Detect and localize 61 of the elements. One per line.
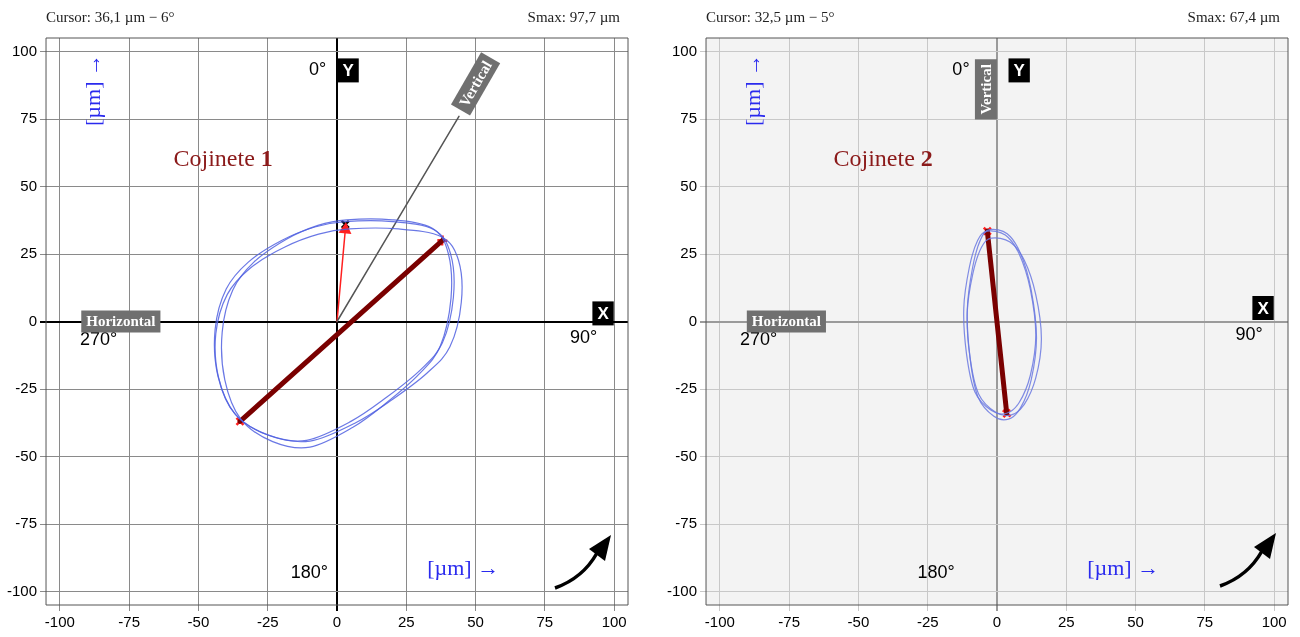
annotation: 0° (952, 59, 970, 80)
annotation: Vertical (977, 64, 994, 115)
annotation: 270° (740, 329, 778, 350)
x-tick-label: -75 (778, 613, 801, 631)
y-tick-label: -50 (15, 446, 38, 464)
x-tick-label: -50 (847, 613, 870, 631)
annotation: 90° (1235, 323, 1263, 344)
x-tick-label: -50 (187, 613, 210, 631)
annotation: 90° (570, 326, 598, 347)
y-tick-label: 100 (11, 41, 38, 59)
annotation: X (1257, 298, 1270, 318)
y-tick-label: 75 (680, 109, 698, 127)
y-tick-label: 25 (20, 244, 38, 262)
x-tick-label: -100 (44, 613, 75, 631)
y-tick-label: -75 (675, 514, 698, 532)
y-tick-label: -100 (6, 581, 38, 599)
x-tick-label: -25 (916, 613, 939, 631)
y-axis-title: [µm] → (79, 54, 105, 126)
y-tick-label: 50 (680, 176, 698, 194)
y-tick-label: -100 (666, 581, 698, 599)
x-tick-label: 75 (1196, 613, 1214, 631)
annotation: X (597, 304, 610, 324)
y-tick-label: -50 (675, 446, 698, 464)
y-tick-label: 50 (20, 176, 38, 194)
x-tick-label: 25 (397, 613, 415, 631)
x-tick-label: -75 (118, 613, 141, 631)
text: Smax: 97,7 µm (527, 8, 621, 25)
annotation: Y (1013, 61, 1026, 81)
x-tick-label: 0 (992, 613, 1002, 631)
y-tick-label: 100 (671, 41, 698, 59)
x-tick-label: 50 (1127, 613, 1144, 631)
text: Cojinete 1 (173, 144, 273, 171)
x-tick-label: -100 (704, 613, 735, 631)
x-axis-title: [µm] → (427, 554, 500, 580)
x-tick-label: 25 (1057, 613, 1075, 631)
annotation: 0° (309, 59, 327, 80)
y-tick-label: 75 (20, 109, 38, 127)
text: Cursor: 32,5 µm − 5° (706, 8, 835, 25)
y-tick-label: 25 (680, 244, 698, 262)
x-tick-label: 100 (601, 613, 627, 631)
y-tick-label: 0 (688, 311, 698, 329)
x-tick-label: 100 (1261, 613, 1287, 631)
x-tick-label: 75 (536, 613, 554, 631)
annotation: 180° (290, 561, 328, 582)
text: Cojinete 2 (833, 144, 933, 171)
x-tick-label: 50 (467, 613, 484, 631)
x-tick-label: -25 (256, 613, 279, 631)
annotation: Horizontal (751, 313, 821, 330)
y-axis-title: [µm] → (739, 54, 765, 126)
annotation: Horizontal (86, 313, 156, 330)
annotation: 270° (80, 329, 118, 350)
y-tick-label: -25 (15, 379, 38, 397)
y-tick-label: -25 (675, 379, 698, 397)
y-tick-label: 0 (28, 311, 38, 329)
text: Cursor: 36,1 µm − 6° (46, 8, 175, 25)
annotation: 180° (917, 561, 955, 582)
text: Smax: 67,4 µm (1187, 8, 1281, 25)
y-tick-label: -75 (15, 514, 38, 532)
annotation: Y (342, 61, 355, 81)
x-axis-title: [µm] → (1087, 554, 1160, 580)
x-tick-label: 0 (332, 613, 342, 631)
